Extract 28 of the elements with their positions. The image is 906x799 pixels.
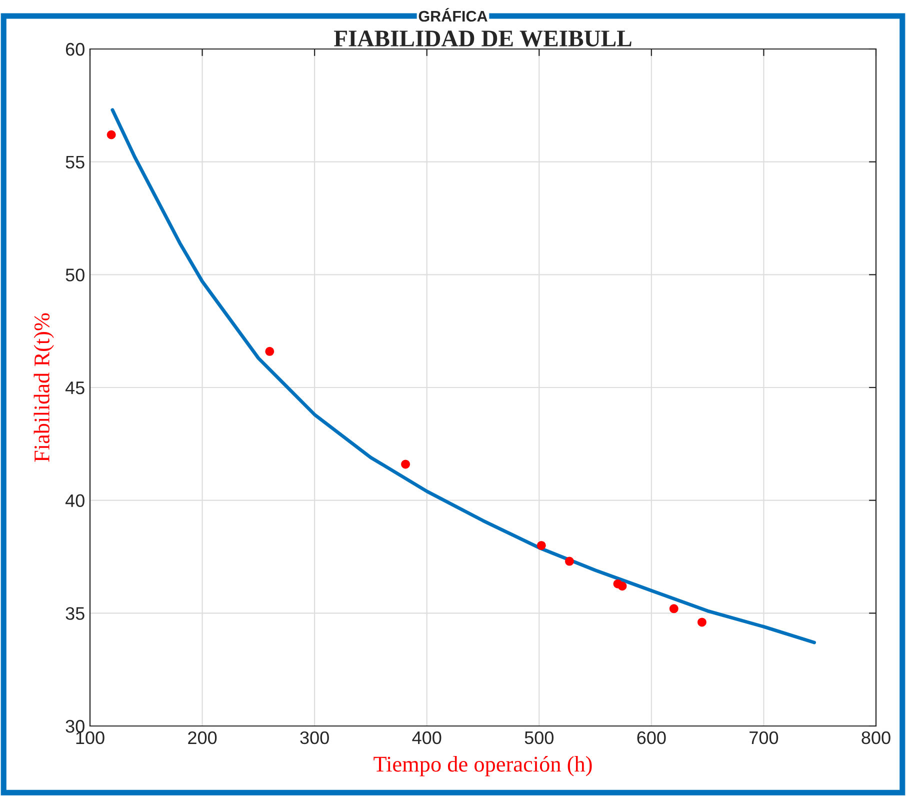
x-tick-label: 600 [637, 731, 666, 744]
point [401, 460, 410, 469]
y-tick-label: 50 [66, 268, 84, 282]
x-tick-label: 200 [188, 731, 217, 744]
point [106, 130, 116, 140]
y-tick-label: 45 [65, 382, 84, 394]
point [265, 346, 274, 356]
y-tick-label: 60 [66, 42, 84, 56]
point [669, 604, 678, 614]
y-tick-label: 55 [66, 156, 84, 169]
x-tick-label: 800 [862, 731, 890, 744]
point [697, 618, 706, 627]
point [536, 540, 546, 550]
x-axis-title: Tiempo de operación (h) [374, 756, 592, 776]
y-tick-label: 30 [66, 720, 84, 733]
y-tick-label: 35 [66, 607, 84, 620]
text: GRÁFICA [418, 8, 488, 22]
x-tick-label: 100 [76, 731, 104, 744]
y-axis-title: Fiabilidad R(t)% [34, 313, 54, 462]
x-tick-label: 300 [300, 731, 329, 744]
y-tick-label: 40 [65, 494, 84, 508]
point [564, 556, 574, 566]
line-series [110, 108, 816, 644]
point [618, 582, 627, 591]
x-tick-label: 500 [524, 731, 554, 744]
x-tick-label: 400 [412, 731, 442, 744]
chart-title: FIABILIDAD DE WEIBULL [334, 30, 632, 47]
x-tick-label: 700 [750, 731, 778, 744]
